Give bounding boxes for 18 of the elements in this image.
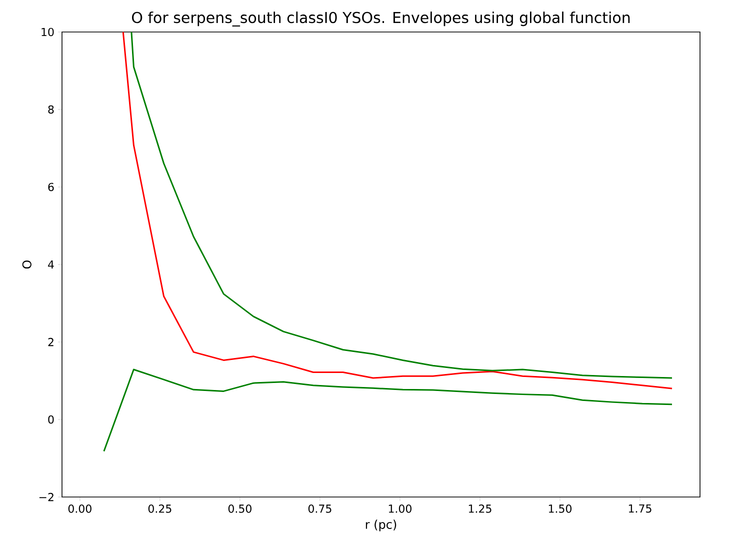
x-tick-label: 0.25 [148, 504, 172, 513]
x-tick-label: 0.00 [68, 504, 92, 513]
x-tick-label: 1.75 [628, 504, 652, 513]
y-tick-label: 8 [48, 105, 54, 114]
y-tick-label: −2 [39, 492, 54, 502]
chart-title: O for serpens_south classI0 YSOs. Envelopes using global function [132, 12, 630, 26]
x-tick-label: 1.00 [388, 504, 412, 513]
y-tick-label: 4 [48, 260, 54, 269]
y-axis-title: O [22, 260, 32, 269]
x-tick-label: 0.50 [228, 504, 252, 513]
x-tick-label: 0.75 [308, 504, 332, 513]
y-tick-label: 2 [48, 338, 54, 346]
x-tick-label: 1.50 [548, 504, 572, 513]
y-tick-label: 0 [48, 415, 54, 424]
y-tick-label: 6 [48, 182, 54, 192]
x-axis-title: r (pc) [366, 520, 396, 532]
x-tick-label: 1.25 [468, 504, 492, 513]
y-tick-label: 10 [42, 28, 54, 36]
